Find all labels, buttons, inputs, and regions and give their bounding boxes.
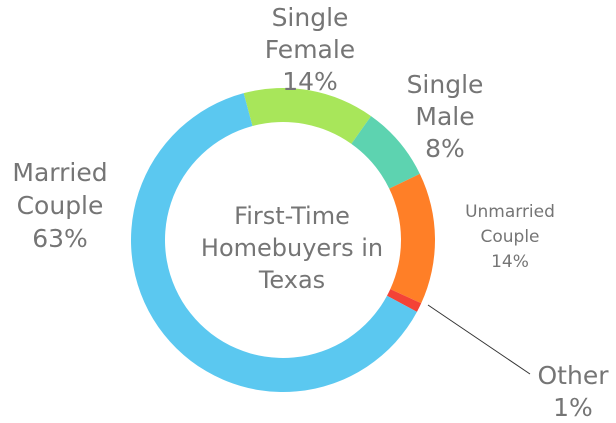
value-label: 63% xyxy=(32,224,88,253)
category-label: Single Female xyxy=(264,3,356,64)
category-label: Unmarried Couple xyxy=(465,202,555,247)
donut-segment xyxy=(386,289,422,312)
value-label: 1% xyxy=(553,393,593,422)
chart-title: First-Time Homebuyers in Texas xyxy=(200,202,384,294)
donut-segment xyxy=(243,87,372,144)
category-label: Single Male xyxy=(406,70,484,131)
value-label: 14% xyxy=(282,67,338,96)
category-label: Other xyxy=(537,361,609,390)
value-label: 14% xyxy=(491,252,529,272)
category-label: Married Couple xyxy=(12,158,108,220)
donut-segment xyxy=(351,116,420,189)
leader-line xyxy=(427,304,531,375)
value-label: 8% xyxy=(425,134,465,163)
donut-segment xyxy=(389,173,435,304)
